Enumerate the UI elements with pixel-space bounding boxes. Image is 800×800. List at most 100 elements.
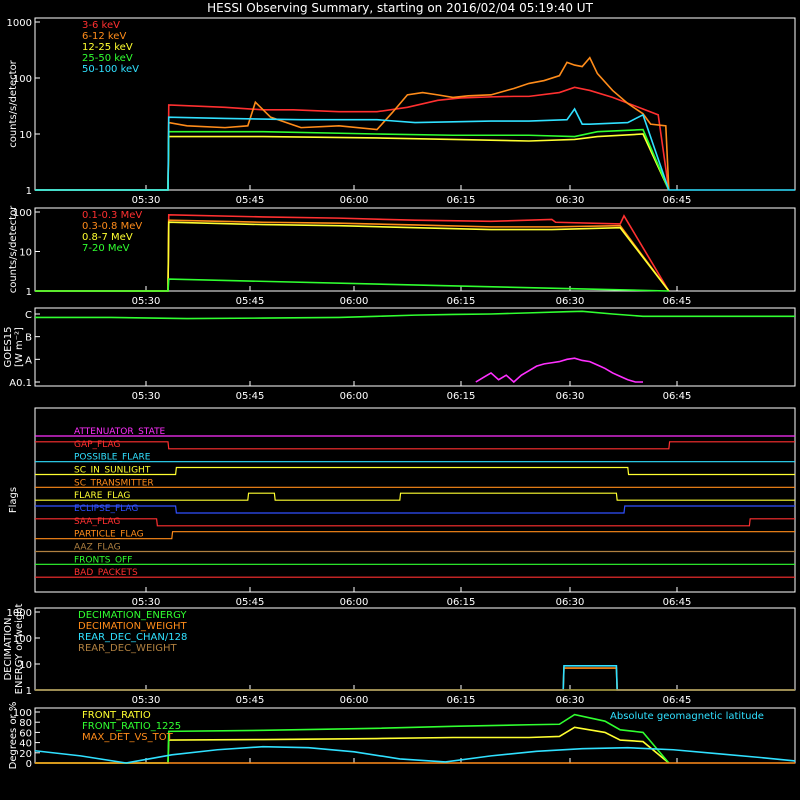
x-tick-label: 06:15 [447,597,476,608]
flag-line-saa_flag [35,518,795,527]
x-tick-label: 06:45 [663,695,692,706]
y-tick-label: 40 [19,739,32,750]
y-tick-label: 10 [19,130,32,141]
series-line-1 [475,357,643,384]
x-tick-label: 06:00 [340,195,369,206]
series-line-4 [35,107,795,191]
flag-label: FLARE_FLAG [74,491,130,501]
panel-frame [34,17,796,191]
panel-lightcurves-low: 1 10 100 1000 counts/s/detector 05:30 05:45 06:… [7,17,796,206]
x-tick-label: 06:30 [556,195,585,206]
y-tick-label: 1 [26,186,32,197]
x-tick-label: 05:30 [132,296,161,307]
series-line-3 [34,745,796,764]
flag-label: BAD_PACKETS [74,568,138,578]
x-tick-label: 06:45 [663,597,692,608]
x-tick-label: 05:30 [132,695,161,706]
flag-label: SC_IN_SUNLIGHT [74,466,151,476]
y-axis-label: counts/s/detector [8,59,19,147]
flag-line-gap_flag [35,441,795,450]
legend-entry: 25-50 keV [82,53,133,64]
x-tick-label: 05:45 [236,391,265,402]
y-tick-label: A [25,355,32,366]
x-tick-label: 06:00 [340,296,369,307]
x-tick-label: 06:30 [556,391,585,402]
y-tick-label: 100 [13,208,32,219]
x-tick-label: 06:15 [447,296,476,307]
x-tick-label: 06:30 [556,296,585,307]
y-tick-label: 1000 [7,18,32,29]
legend-entry: 0.8-7 MeV [82,232,133,243]
flag-label: GAP_FLAG [74,440,120,450]
series-line-1 [35,713,670,764]
y-tick-label: 1 [26,287,32,298]
y-axis-label: Degrees or % [8,702,19,770]
legend-entry: FRONT_RATIO [82,710,151,721]
x-tick-label: 06:45 [663,195,692,206]
flag-label: POSSIBLE_FLARE [74,453,151,463]
y-axis-label: Flags [8,487,19,513]
series-line-3 [35,278,669,292]
legend-entry: REAR_DEC_CHAN/128 [78,632,187,643]
y-tick-label: 10 [19,248,32,259]
legend-entry: MAX_DET_VS_TOT [82,732,174,743]
x-tick-label: 05:30 [132,597,161,608]
legend-entry: 12-25 keV [82,42,133,53]
y-tick-label: 100 [13,708,32,719]
x-tick-label: 05:45 [236,597,265,608]
y-tick-label: 80 [19,718,32,729]
geomagnetic-latitude-label: Absolute geomagnetic latitude [610,711,764,722]
x-tick-label: 05:30 [132,391,161,402]
series-line-0 [35,310,795,320]
series-line-0 [35,86,670,191]
y-axis-label-2: [W m⁻²] [14,327,25,367]
y-axis-label: GOES15 [3,326,14,367]
legend-entry: DECIMATION_WEIGHT [78,621,187,632]
legend-entry: 0.1-0.3 MeV [82,210,142,221]
x-tick-label: 05:45 [236,695,265,706]
x-tick-label: 06:15 [447,391,476,402]
flag-label: SC_TRANSMITTER [74,478,154,488]
panel-flags: Flags 05:30 05:45 06:00 06:15 06:30 06:45 ATTEN… [8,407,796,608]
y-tick-label: 20 [19,749,32,760]
x-tick-label: 06:00 [340,597,369,608]
flag-label: SAA_FLAG [74,517,120,527]
x-tick-label: 05:45 [236,296,265,307]
flag-line-particle_flag [35,531,795,540]
legend-entry: DECIMATION_ENERGY [78,610,187,621]
flag-label: ECLIPSE_FLAG [74,504,138,514]
y-tick-label: 0 [26,759,32,770]
y-tick-label: C [25,310,32,321]
legend-entry: 50-100 keV [82,64,139,75]
y-tick-label: A0.1 [9,378,32,389]
x-tick-label: 06:15 [447,195,476,206]
x-tick-label: 06:00 [340,695,369,706]
legend-entry: 0.3-0.8 MeV [82,221,142,232]
panel-frame [34,307,796,387]
panel-goes15: A0.1 AB C GOES15 [W m⁻²] 05:30 05:45 06:00 06:15… [3,307,796,402]
legend-entry: 6-12 keV [82,31,126,42]
series-line-1 [35,56,670,191]
legend-entry: 7-20 MeV [82,243,130,254]
y-tick-label: 1 [26,686,32,697]
legend-entry: FRONT_RATIO_1225 [82,721,181,732]
x-tick-label: 05:45 [236,195,265,206]
legend-entry: REAR_DEC_WEIGHT [78,643,177,654]
x-tick-label: 06:30 [556,597,585,608]
flag-line-flare_flag [35,492,795,501]
flag-label: ATTENUATOR_STATE [74,427,166,437]
series-line-2 [35,221,670,292]
flag-label: PARTICLE_FLAG [74,530,144,540]
x-tick-label: 06:15 [447,695,476,706]
flag-line-sc_in_sunlight [35,466,795,476]
panel-frame [34,207,796,292]
flag-label: FRONTS_OFF [74,555,132,565]
y-axis-label-2: ENERGY or weight [14,604,25,695]
y-tick-label: 60 [19,728,32,739]
legend-entry: 3-6 keV [82,20,120,31]
y-tick-label: 10 [19,660,32,671]
y-tick-label: 100 [13,634,32,645]
